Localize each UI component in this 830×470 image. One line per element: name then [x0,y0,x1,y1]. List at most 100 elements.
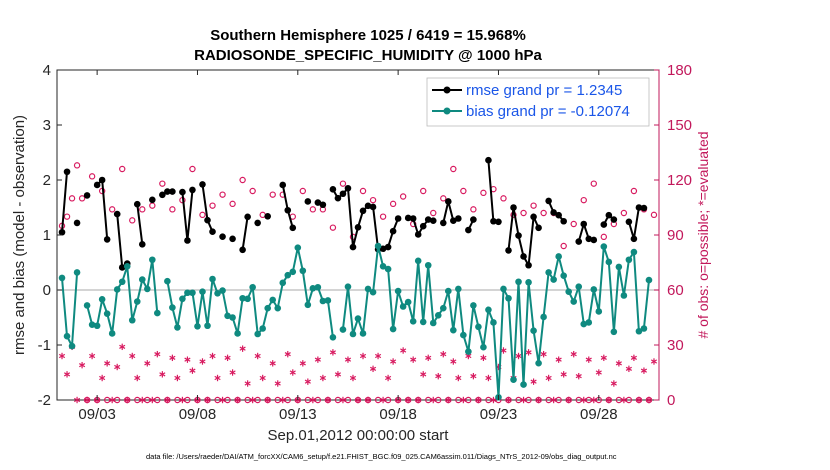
bias-point [555,253,562,260]
obs-evaluated-point [264,396,271,404]
chart-title: Southern Hemisphere 1025 / 6419 = 15.968… [210,27,526,44]
obs-evaluated-point [505,396,512,404]
bias-point [445,287,452,295]
rmse-point [179,188,186,196]
rmse-point [58,228,66,236]
rmse-point [625,218,633,226]
bias-point [319,297,327,305]
bias-point [615,263,623,271]
obs-possible-point [520,209,527,217]
rmse-point [535,224,542,232]
y2-tick-label: 30 [667,337,684,354]
obs-possible-point [174,396,181,404]
rmse-point [414,231,422,238]
obs-possible-point [540,209,547,217]
obs-evaluated-point [234,396,241,404]
x-tick-label: 09/08 [179,406,217,423]
obs-possible-point [420,187,427,195]
obs-possible-point [480,189,487,197]
rmse-point [630,235,638,243]
rmse-point [530,213,537,221]
bias-point [269,296,277,304]
obs-evaluated-point [284,350,291,358]
bias-point [540,313,547,321]
obs-evaluated-point [149,396,156,404]
obs-evaluated-point [109,396,116,404]
bias-point [179,295,186,303]
bias-point [249,283,256,291]
obs-evaluated-point [89,352,96,360]
obs-possible-point [399,193,407,200]
obs-evaluated-point [114,363,121,371]
obs-evaluated-point [359,352,367,360]
bias-point [439,304,447,312]
obs-evaluated-point [385,374,392,382]
y2-tick-label: 150 [667,117,692,134]
obs-evaluated-point [490,396,497,404]
obs-possible-point [630,187,638,195]
bias-point [475,323,482,331]
rmse-point [585,235,593,243]
y2-tick-label: 0 [667,392,675,409]
bias-point [68,342,76,350]
bias-point [93,322,101,330]
bias-point [640,325,648,332]
obs-evaluated-point [550,396,557,404]
bias-point [128,316,136,324]
rmse-point [334,194,342,202]
rmse-point [229,235,236,243]
y-tick-label: 3 [43,117,51,134]
rmse-point [359,207,367,215]
bias-point [234,330,241,337]
obs-possible-point [284,396,291,404]
bias-point [630,248,638,256]
obs-evaluated-point [124,396,131,404]
bias-point [359,330,367,337]
obs-possible-point [369,196,377,204]
x-tick-label: 09/13 [279,406,317,423]
obs-evaluated-point [154,350,161,358]
obs-possible-point [620,209,628,217]
obs-possible-point [219,191,226,198]
obs-evaluated-point [470,372,477,380]
x-axis-label: Sep.01,2012 00:00:00 start [268,427,450,444]
legend-bias-marker [443,107,451,115]
bias-point [209,275,216,283]
obs-evaluated-point [139,396,146,404]
bias-point [174,324,181,331]
obs-evaluated-point [525,349,532,356]
obs-evaluated-point [224,354,231,362]
bias-point [490,319,497,326]
bias-point [98,296,106,303]
bias-point [384,265,392,273]
bias-point [369,288,377,296]
obs-possible-point [73,162,81,169]
rmse-point [254,219,261,227]
obs-evaluated-point [635,396,643,404]
obs-evaluated-point [179,396,186,404]
obs-evaluated-point [134,374,141,382]
obs-possible-point [78,195,86,202]
rmse-point [520,253,527,260]
rmse-point [219,233,226,240]
bias-point [520,381,527,388]
obs-evaluated-point [164,396,171,404]
bias-point [259,325,266,332]
rmse-point [164,188,171,195]
obs-evaluated-point [610,380,617,387]
obs-possible-point [555,396,562,404]
obs-evaluated-point [575,372,582,380]
obs-evaluated-point [585,356,592,363]
bias-point [83,302,91,309]
y2-tick-label: 120 [667,172,692,189]
bias-point [344,283,352,291]
bias-point [515,278,522,286]
bias-point [409,318,417,325]
rmse-point [515,232,522,239]
bias-point [88,321,96,328]
bias-point [605,258,613,266]
obs-possible-point [430,209,437,217]
x-tick-label: 09/28 [580,406,618,423]
obs-possible-point [615,396,623,404]
